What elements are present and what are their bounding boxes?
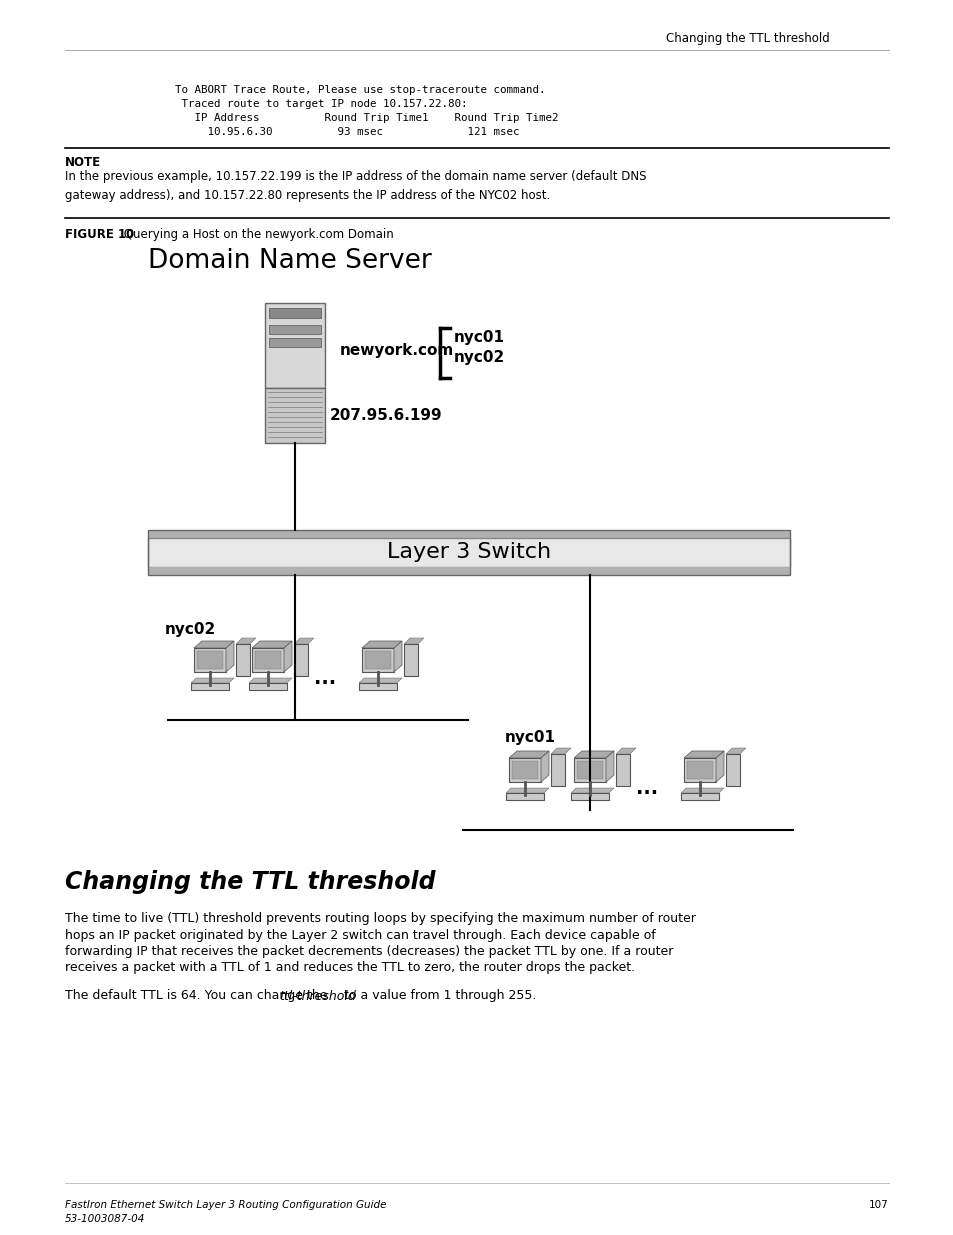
Polygon shape bbox=[284, 641, 292, 672]
Polygon shape bbox=[361, 641, 401, 648]
Text: Querying a Host on the newyork.com Domain: Querying a Host on the newyork.com Domai… bbox=[120, 228, 394, 241]
Text: nyc01: nyc01 bbox=[504, 730, 556, 745]
Polygon shape bbox=[571, 788, 614, 793]
Text: Domain Name Server: Domain Name Server bbox=[148, 248, 432, 274]
Text: nyc02: nyc02 bbox=[454, 350, 505, 366]
Bar bbox=[196, 651, 223, 669]
Bar bbox=[403, 643, 417, 676]
Text: receives a packet with a TTL of 1 and reduces the TTL to zero, the router drops : receives a packet with a TTL of 1 and re… bbox=[65, 962, 635, 974]
Bar bbox=[725, 755, 740, 785]
Polygon shape bbox=[725, 748, 745, 755]
Polygon shape bbox=[509, 751, 548, 758]
Polygon shape bbox=[235, 638, 255, 643]
Bar bbox=[148, 530, 789, 538]
Text: nyc01: nyc01 bbox=[454, 330, 504, 345]
Polygon shape bbox=[358, 678, 401, 683]
Polygon shape bbox=[249, 678, 292, 683]
Bar bbox=[269, 338, 320, 347]
Text: The default TTL is 64. You can change the: The default TTL is 64. You can change th… bbox=[65, 989, 331, 1003]
Text: nyc02: nyc02 bbox=[165, 622, 216, 637]
Text: newyork.com: newyork.com bbox=[339, 343, 454, 358]
Polygon shape bbox=[193, 641, 233, 648]
Text: 53-1003087-04: 53-1003087-04 bbox=[65, 1214, 145, 1224]
Polygon shape bbox=[574, 751, 614, 758]
Bar bbox=[148, 567, 789, 576]
Bar bbox=[294, 643, 308, 676]
Bar bbox=[571, 793, 608, 800]
Bar bbox=[505, 793, 543, 800]
Polygon shape bbox=[716, 751, 723, 782]
Bar bbox=[358, 683, 396, 690]
Text: FastIron Ethernet Switch Layer 3 Routing Configuration Guide: FastIron Ethernet Switch Layer 3 Routing… bbox=[65, 1200, 386, 1210]
Bar bbox=[265, 303, 325, 388]
Bar bbox=[680, 793, 719, 800]
Polygon shape bbox=[540, 751, 548, 782]
Bar bbox=[361, 648, 394, 672]
Text: Traced route to target IP node 10.157.22.80:: Traced route to target IP node 10.157.22… bbox=[174, 99, 467, 109]
Text: FIGURE 10: FIGURE 10 bbox=[65, 228, 134, 241]
Text: The time to live (TTL) threshold prevents routing loops by specifying the maximu: The time to live (TTL) threshold prevent… bbox=[65, 911, 695, 925]
Bar bbox=[252, 648, 284, 672]
Bar bbox=[235, 643, 250, 676]
Text: IP Address          Round Trip Time1    Round Trip Time2: IP Address Round Trip Time1 Round Trip T… bbox=[174, 112, 558, 124]
Text: Layer 3 Switch: Layer 3 Switch bbox=[387, 542, 551, 562]
Text: NOTE: NOTE bbox=[65, 156, 101, 169]
Text: In the previous example, 10.157.22.199 is the IP address of the domain name serv: In the previous example, 10.157.22.199 i… bbox=[65, 170, 646, 201]
Polygon shape bbox=[226, 641, 233, 672]
Text: Changing the TTL threshold: Changing the TTL threshold bbox=[65, 869, 435, 894]
Bar bbox=[148, 538, 789, 567]
Bar bbox=[254, 651, 281, 669]
Bar bbox=[577, 761, 602, 779]
Bar bbox=[574, 758, 605, 782]
Bar bbox=[616, 755, 629, 785]
Bar bbox=[193, 648, 226, 672]
Bar bbox=[686, 761, 712, 779]
Bar bbox=[249, 683, 287, 690]
Bar bbox=[683, 758, 716, 782]
Text: 207.95.6.199: 207.95.6.199 bbox=[330, 408, 442, 424]
Bar bbox=[269, 325, 320, 333]
Polygon shape bbox=[394, 641, 401, 672]
Text: ...: ... bbox=[636, 778, 658, 798]
Bar bbox=[265, 388, 325, 443]
Text: 107: 107 bbox=[868, 1200, 888, 1210]
Text: to a value from 1 through 255.: to a value from 1 through 255. bbox=[340, 989, 536, 1003]
Text: To ABORT Trace Route, Please use stop-traceroute command.: To ABORT Trace Route, Please use stop-tr… bbox=[174, 85, 545, 95]
Bar bbox=[191, 683, 229, 690]
Polygon shape bbox=[605, 751, 614, 782]
Polygon shape bbox=[191, 678, 233, 683]
Text: Changing the TTL threshold: Changing the TTL threshold bbox=[665, 32, 829, 44]
Bar bbox=[509, 758, 540, 782]
Text: forwarding IP that receives the packet decrements (decreases) the packet TTL by : forwarding IP that receives the packet d… bbox=[65, 945, 673, 958]
Bar bbox=[365, 651, 391, 669]
Polygon shape bbox=[505, 788, 548, 793]
Text: 10.95.6.30          93 msec             121 msec: 10.95.6.30 93 msec 121 msec bbox=[174, 127, 519, 137]
Polygon shape bbox=[551, 748, 571, 755]
Polygon shape bbox=[616, 748, 636, 755]
Bar bbox=[512, 761, 537, 779]
Text: ...: ... bbox=[314, 668, 335, 688]
Bar bbox=[551, 755, 564, 785]
Bar bbox=[269, 308, 320, 317]
Polygon shape bbox=[252, 641, 292, 648]
Polygon shape bbox=[403, 638, 423, 643]
Polygon shape bbox=[683, 751, 723, 758]
Polygon shape bbox=[294, 638, 314, 643]
Bar bbox=[148, 530, 789, 576]
Text: ttl-threshold: ttl-threshold bbox=[279, 989, 355, 1003]
Text: hops an IP packet originated by the Layer 2 switch can travel through. Each devi: hops an IP packet originated by the Laye… bbox=[65, 929, 655, 941]
Polygon shape bbox=[680, 788, 723, 793]
